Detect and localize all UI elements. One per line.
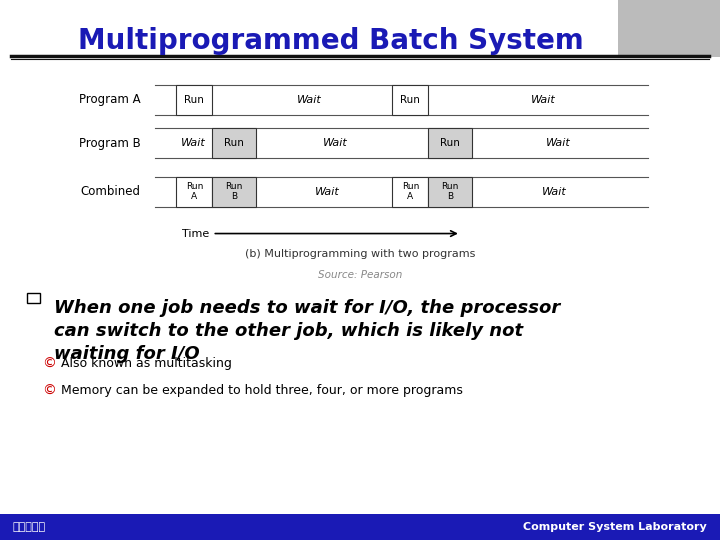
Bar [618,0,720,57]
Text: Run
B: Run B [441,182,459,201]
Text: Wait: Wait [323,138,347,148]
Bar [392,85,428,115]
Text: Program A: Program A [78,93,140,106]
Text: Time: Time [181,228,209,239]
Text: (b) Multiprogramming with two programs: (b) Multiprogramming with two programs [245,249,475,259]
Text: Run
A: Run A [402,182,419,201]
Text: Run
A: Run A [186,182,203,201]
Bar [176,85,212,115]
Text: Memory can be expanded to hold three, four, or more programs: Memory can be expanded to hold three, fo… [61,384,463,397]
Bar [212,128,256,158]
Text: 高麗大學校: 高麗大學校 [13,522,46,532]
Text: Run: Run [440,138,460,148]
Text: Run
B: Run B [225,182,243,201]
Bar [27,294,40,303]
Text: Wait: Wait [542,187,567,197]
Bar [176,177,212,206]
Text: Computer System Laboratory: Computer System Laboratory [523,522,707,532]
Bar [0,514,720,540]
Text: Run: Run [224,138,244,148]
Text: Multiprogrammed Batch System: Multiprogrammed Batch System [78,27,584,55]
Text: Wait: Wait [531,95,556,105]
Bar [212,177,256,206]
Bar [428,177,472,206]
Text: Wait: Wait [546,138,570,148]
Text: When one job needs to wait for I/O, the processor
can switch to the other job, w: When one job needs to wait for I/O, the … [54,299,560,363]
Text: Source: Pearson: Source: Pearson [318,269,402,280]
Text: Wait: Wait [315,187,340,197]
Text: Wait: Wait [297,95,322,105]
Text: ©: © [42,357,56,370]
Text: Wait: Wait [181,138,205,148]
Text: Run: Run [400,95,420,105]
Text: ©: © [42,384,56,397]
Bar [392,177,428,206]
Bar [428,128,472,158]
Text: Combined: Combined [81,185,140,198]
Text: Run: Run [184,95,204,105]
Text: Program B: Program B [78,137,140,150]
Text: Also known as multitasking: Also known as multitasking [61,357,232,370]
